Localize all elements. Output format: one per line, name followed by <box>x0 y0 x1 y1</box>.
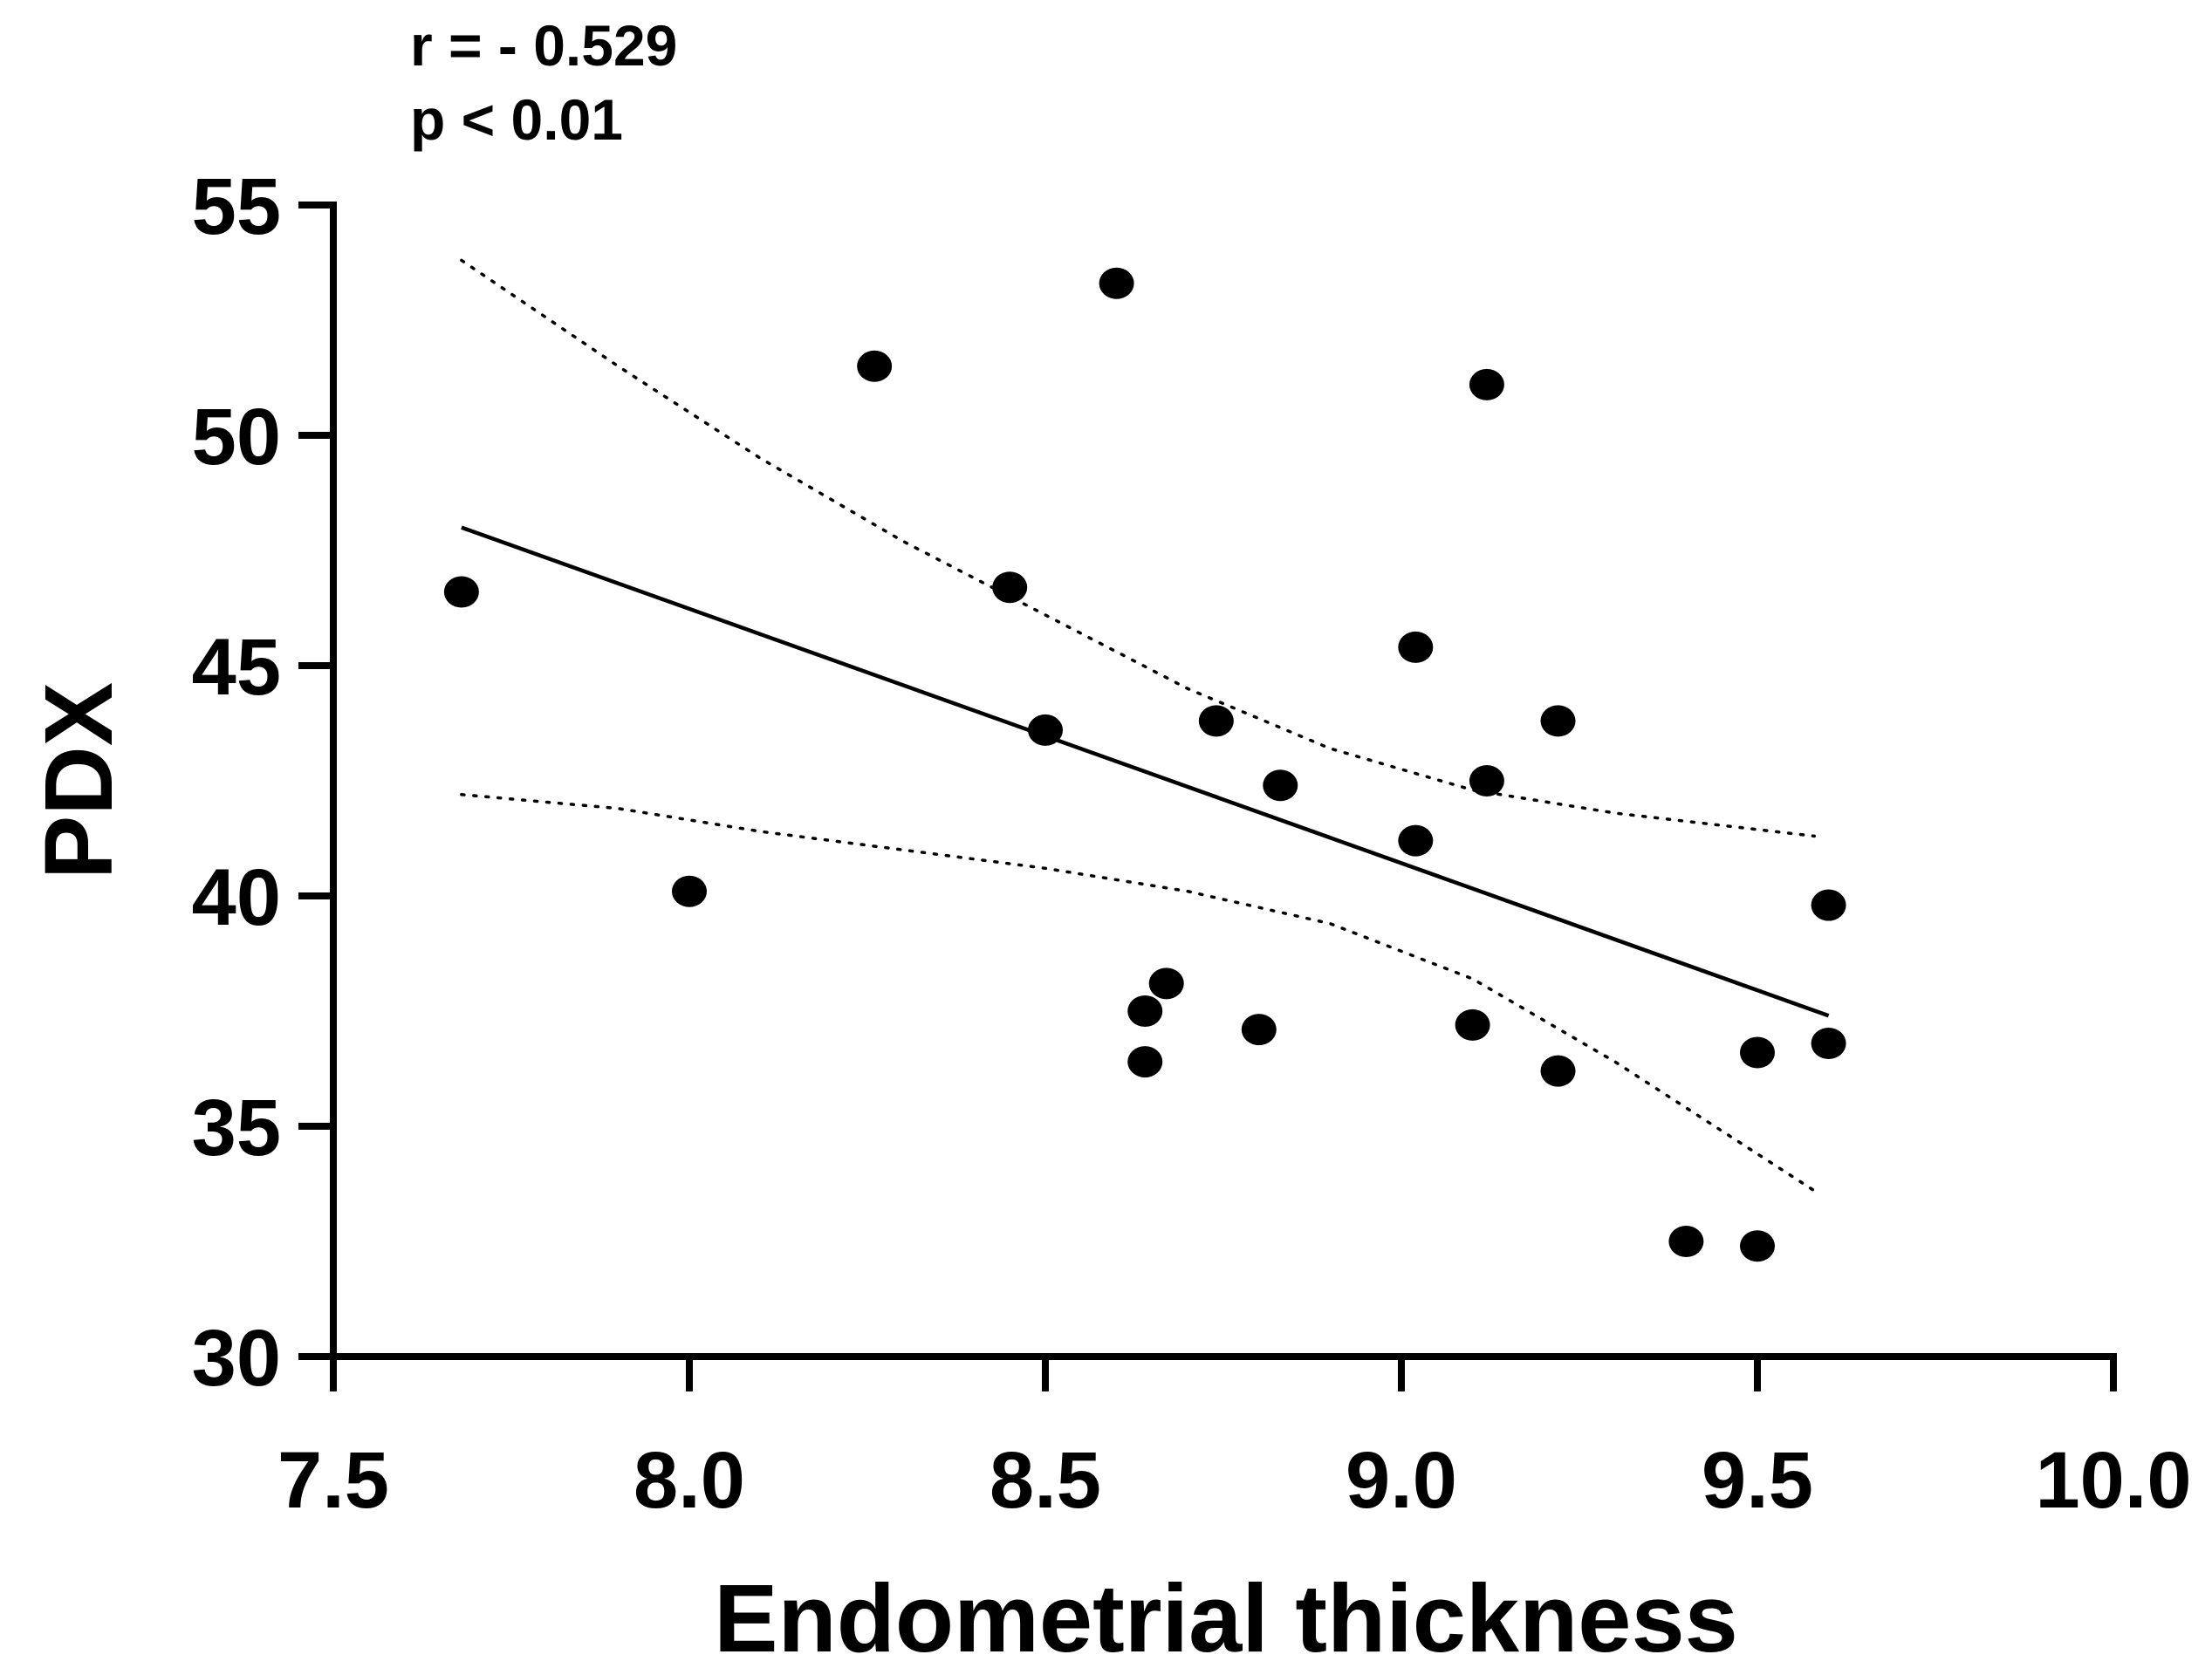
confidence-band-upper <box>460 258 1817 838</box>
data-point <box>1263 769 1298 802</box>
correlation-coefficient: r = - 0.529 <box>410 13 677 78</box>
data-point <box>1540 1055 1576 1087</box>
data-point <box>1811 1027 1846 1059</box>
data-point <box>1740 1230 1775 1262</box>
data-point <box>1398 824 1434 857</box>
p-value: p < 0.01 <box>410 87 623 152</box>
data-point <box>443 576 479 608</box>
data-point <box>857 350 893 382</box>
data-point <box>1540 705 1576 737</box>
data-point <box>1811 889 1846 921</box>
confidence-band-lower <box>460 793 1817 1193</box>
x-tick-label: 9.0 <box>1346 1436 1457 1525</box>
confidence-band <box>460 258 1817 1193</box>
y-tick-label: 30 <box>192 1314 281 1403</box>
x-axis-title: Endometrial thickness <box>714 1565 1738 1672</box>
data-point <box>1198 705 1234 737</box>
x-tick-label: 7.5 <box>277 1436 389 1525</box>
data-point <box>1148 967 1184 1000</box>
data-point <box>1028 714 1063 746</box>
x-tick-label: 8.5 <box>990 1436 1101 1525</box>
data-point <box>1241 1014 1277 1046</box>
data-point <box>992 571 1028 604</box>
y-tick-label: 50 <box>192 393 281 482</box>
y-tick-label: 35 <box>192 1084 281 1172</box>
y-tick-label: 45 <box>192 623 281 712</box>
y-tick-label: 55 <box>192 162 281 251</box>
data-point <box>1127 1046 1163 1078</box>
data-point <box>1099 267 1134 299</box>
x-tick-label: 10.0 <box>2035 1436 2191 1525</box>
data-point <box>672 875 707 907</box>
axis-ticks: 30 35 40 45 50 55 7.5 8.0 8.5 9.0 9.5 10.0 <box>192 162 2192 1525</box>
data-point <box>1469 765 1504 796</box>
y-axis-title: PDX <box>25 682 133 879</box>
y-tick-label: 40 <box>192 853 281 942</box>
data-point <box>1740 1036 1775 1069</box>
regression-line-group <box>461 525 1830 1018</box>
data-point <box>1455 1008 1490 1041</box>
data-point <box>1469 368 1504 400</box>
data-point <box>1668 1226 1704 1257</box>
x-tick-label: 9.5 <box>1702 1436 1813 1525</box>
regression-line <box>461 525 1830 1018</box>
x-tick-label: 8.0 <box>633 1436 745 1525</box>
data-point <box>1127 995 1163 1027</box>
data-point <box>1398 631 1434 663</box>
data-points <box>443 267 1846 1262</box>
